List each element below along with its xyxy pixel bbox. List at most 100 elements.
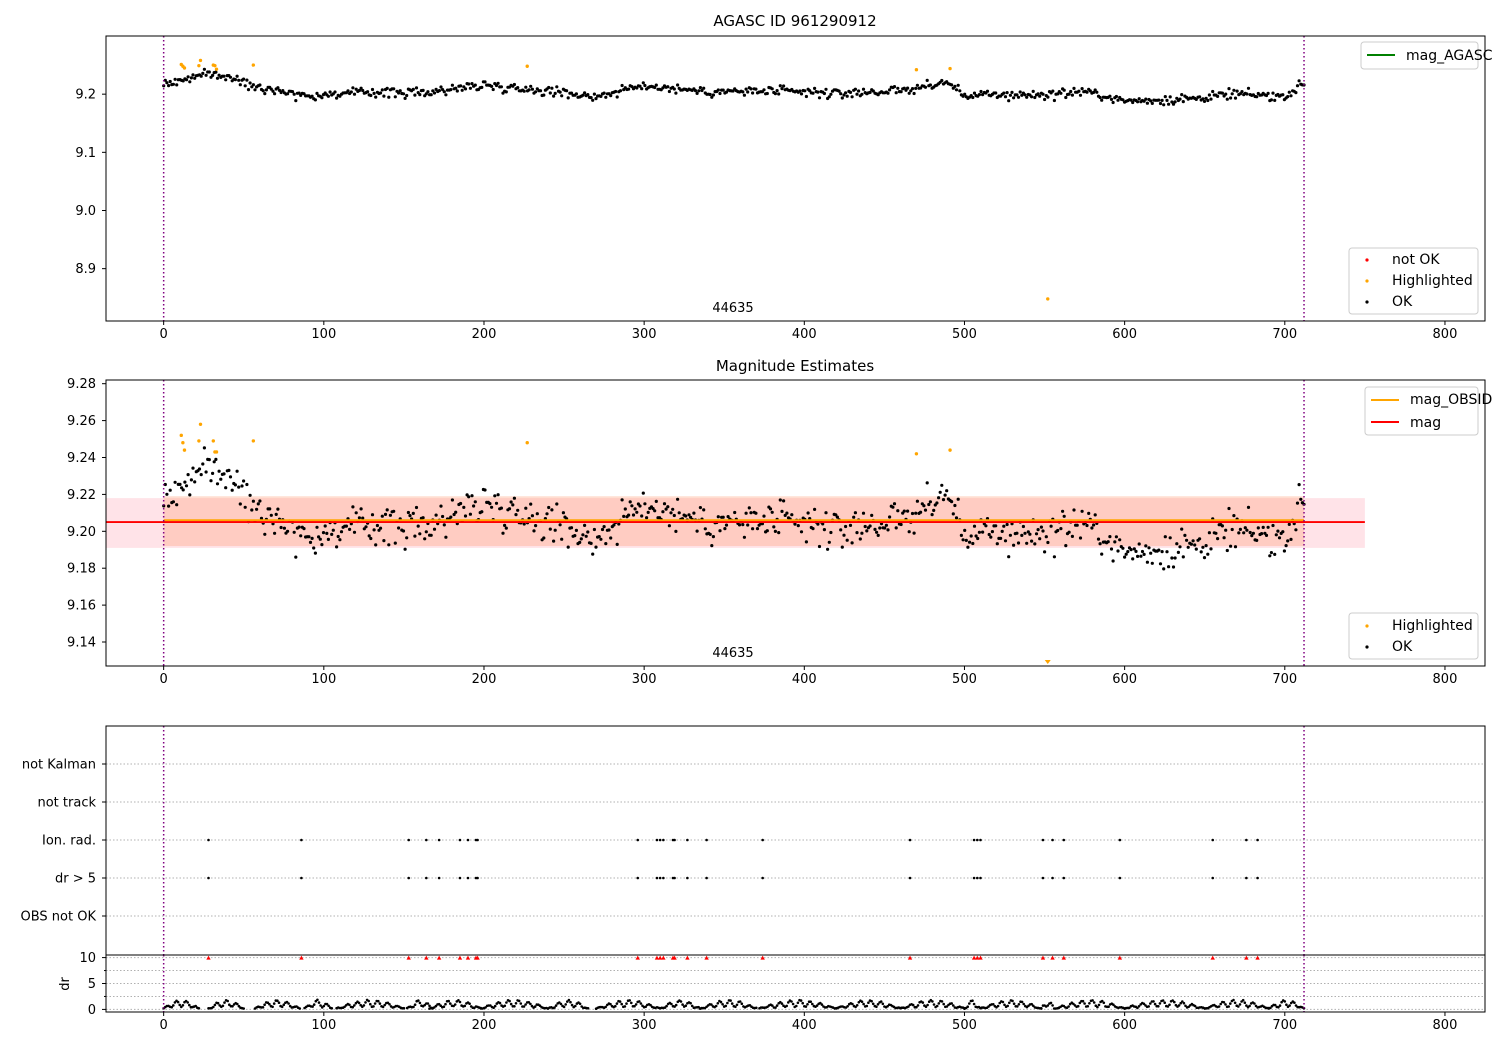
ok-point — [374, 543, 378, 547]
ok-point — [762, 514, 766, 518]
ok-point — [558, 90, 562, 94]
ok-point — [708, 92, 712, 97]
dr-point — [1166, 1005, 1170, 1008]
ok-point — [822, 528, 827, 532]
ok-point — [1021, 524, 1025, 529]
ok-point — [1173, 556, 1177, 560]
dr-point — [1149, 1002, 1152, 1005]
highlighted-point — [251, 439, 256, 443]
dr-point — [564, 1003, 567, 1006]
panel-magnitude-estimates: Magnitude Estimates 44635 0 100 200 300 400 5… — [67, 357, 1492, 687]
dr-capped-marker — [685, 955, 690, 960]
flag-point — [686, 876, 689, 880]
panel-agasc: AGASC ID 961290912 44635 0 100 200 300 400 50… — [75, 12, 1492, 342]
ok-point — [925, 78, 929, 82]
ok-point — [953, 503, 957, 508]
ok-point — [1248, 530, 1252, 535]
ok-point — [1062, 514, 1066, 518]
ok-point — [669, 511, 673, 515]
ok-point — [1016, 541, 1021, 545]
dr-point — [298, 1007, 302, 1010]
ok-point — [578, 540, 582, 545]
ok-point — [263, 92, 267, 96]
ok-point — [945, 489, 949, 493]
ok-point — [1121, 98, 1125, 102]
dr-point — [1222, 1001, 1226, 1004]
dr-point — [348, 1003, 351, 1007]
ok-point — [380, 88, 384, 92]
ok-point — [586, 530, 590, 534]
ok-point — [238, 83, 242, 87]
ok-point — [804, 94, 809, 99]
ok-point — [956, 83, 960, 87]
dr-point — [932, 1003, 936, 1006]
ok-point — [382, 539, 386, 543]
ok-point — [214, 70, 218, 74]
ok-point — [1000, 529, 1004, 534]
ok-point — [189, 76, 193, 80]
ok-point — [313, 551, 317, 555]
ok-point — [552, 94, 556, 98]
ok-point — [1075, 523, 1079, 527]
y-tick-label: 9.0 — [75, 204, 96, 219]
ok-point — [1149, 99, 1153, 103]
legend-highlighted: Highlighted — [1392, 273, 1473, 289]
ok-point — [811, 527, 815, 531]
ok-point — [860, 92, 864, 96]
dr-point — [1181, 1000, 1184, 1003]
dr-point — [674, 1003, 678, 1007]
ok-point — [217, 73, 221, 77]
ok-point — [437, 89, 441, 93]
ok-point — [963, 92, 967, 96]
highlighted-point — [197, 63, 201, 68]
ok-point — [468, 512, 472, 516]
ok-point — [397, 91, 401, 95]
ok-point — [1224, 528, 1228, 532]
ok-point — [547, 85, 551, 90]
ok-point — [516, 86, 520, 90]
ok-point — [367, 534, 371, 538]
ok-point — [1111, 559, 1115, 563]
flag-point — [1245, 838, 1248, 842]
ok-point — [1202, 99, 1207, 103]
dr-point — [498, 1001, 502, 1005]
flag-point — [1211, 838, 1215, 842]
ok-point — [1046, 95, 1050, 99]
ok-point — [1216, 94, 1220, 98]
dr-point — [362, 1004, 366, 1007]
ok-point — [351, 505, 355, 509]
dr-point — [524, 1003, 527, 1006]
ok-point — [224, 486, 228, 490]
ok-point — [799, 530, 804, 534]
ok-point — [1269, 551, 1273, 555]
dr-point — [1049, 1001, 1053, 1005]
dr-point — [1158, 1002, 1162, 1005]
ok-point — [594, 545, 598, 549]
dr-point — [1091, 999, 1094, 1002]
ok-point — [171, 82, 175, 86]
ok-point — [1005, 522, 1009, 527]
ok-point — [418, 93, 422, 97]
dr-point — [1012, 1002, 1016, 1005]
dr-point — [428, 1004, 431, 1008]
ok-point — [1295, 84, 1300, 88]
ok-point — [1109, 97, 1114, 101]
ok-point — [555, 85, 559, 89]
ok-point — [328, 90, 332, 94]
ok-point — [444, 93, 448, 97]
ok-point — [922, 504, 926, 508]
ok-point — [844, 91, 848, 95]
ok-point — [1167, 565, 1171, 569]
ok-point — [1227, 506, 1231, 511]
ok-point — [827, 540, 831, 544]
dr-point — [609, 1002, 612, 1006]
ok-point — [1023, 531, 1027, 535]
ok-point — [1211, 89, 1215, 94]
ok-point — [199, 74, 203, 78]
ok-point — [193, 76, 197, 80]
ok-point — [222, 74, 226, 78]
ok-point — [550, 508, 554, 512]
ok-point — [566, 96, 570, 100]
dr-point — [1293, 1001, 1296, 1004]
dr-point — [1288, 1004, 1291, 1007]
